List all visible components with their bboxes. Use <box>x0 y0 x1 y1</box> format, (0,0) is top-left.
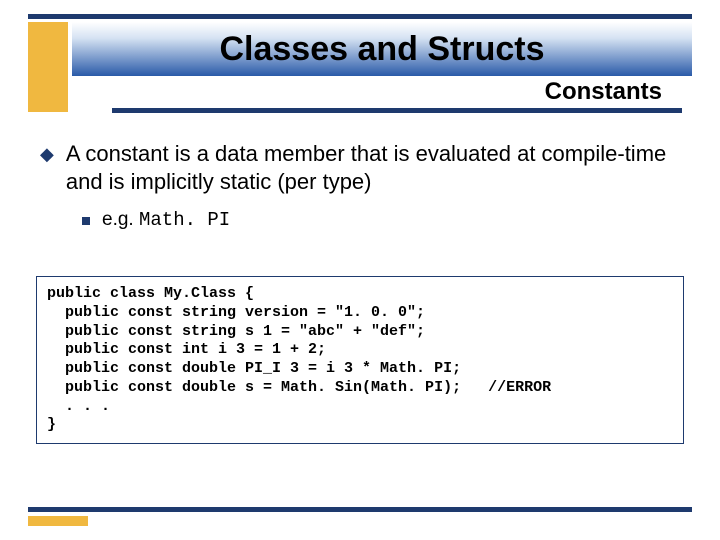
code-line-3: public const int i 3 = 1 + 2; <box>47 341 326 358</box>
title-gradient-bar: Classes and Structs <box>72 22 692 76</box>
body-area: ◆ A constant is a data member that is ev… <box>40 140 680 231</box>
slide-title: Classes and Structs <box>219 30 544 69</box>
sub-bullet-prefix: e.g. <box>102 209 139 230</box>
bullet-level1: ◆ A constant is a data member that is ev… <box>40 140 680 195</box>
square-bullet-icon <box>82 217 90 225</box>
slide: Classes and Structs Constants ◆ A consta… <box>0 0 720 540</box>
subtitle-row: Constants <box>72 78 692 106</box>
left-gold-accent <box>28 22 68 112</box>
code-line-2: public const string s 1 = "abc" + "def"; <box>47 323 425 340</box>
slide-subtitle: Constants <box>545 78 662 106</box>
subtitle-underline <box>112 108 682 113</box>
title-area: Classes and Structs Constants <box>72 22 692 113</box>
code-line-1: public const string version = "1. 0. 0"; <box>47 304 425 321</box>
diamond-bullet-icon: ◆ <box>40 140 54 168</box>
code-line-7: } <box>47 416 56 433</box>
code-line-5: public const double s = Math. Sin(Math. … <box>47 379 551 396</box>
bullet-text: A constant is a data member that is eval… <box>66 140 680 195</box>
code-line-0: public class My.Class { <box>47 285 254 302</box>
sub-bullet-code: Math. PI <box>139 209 230 231</box>
bottom-gold-accent <box>28 516 88 526</box>
code-line-6: . . . <box>47 398 110 415</box>
bottom-rule <box>28 507 692 512</box>
top-rule <box>28 14 692 19</box>
code-line-4: public const double PI_I 3 = i 3 * Math.… <box>47 360 461 377</box>
sub-bullet-text: e.g. Math. PI <box>102 209 230 231</box>
bullet-level2: e.g. Math. PI <box>82 209 680 231</box>
code-block: public class My.Class { public const str… <box>36 276 684 444</box>
